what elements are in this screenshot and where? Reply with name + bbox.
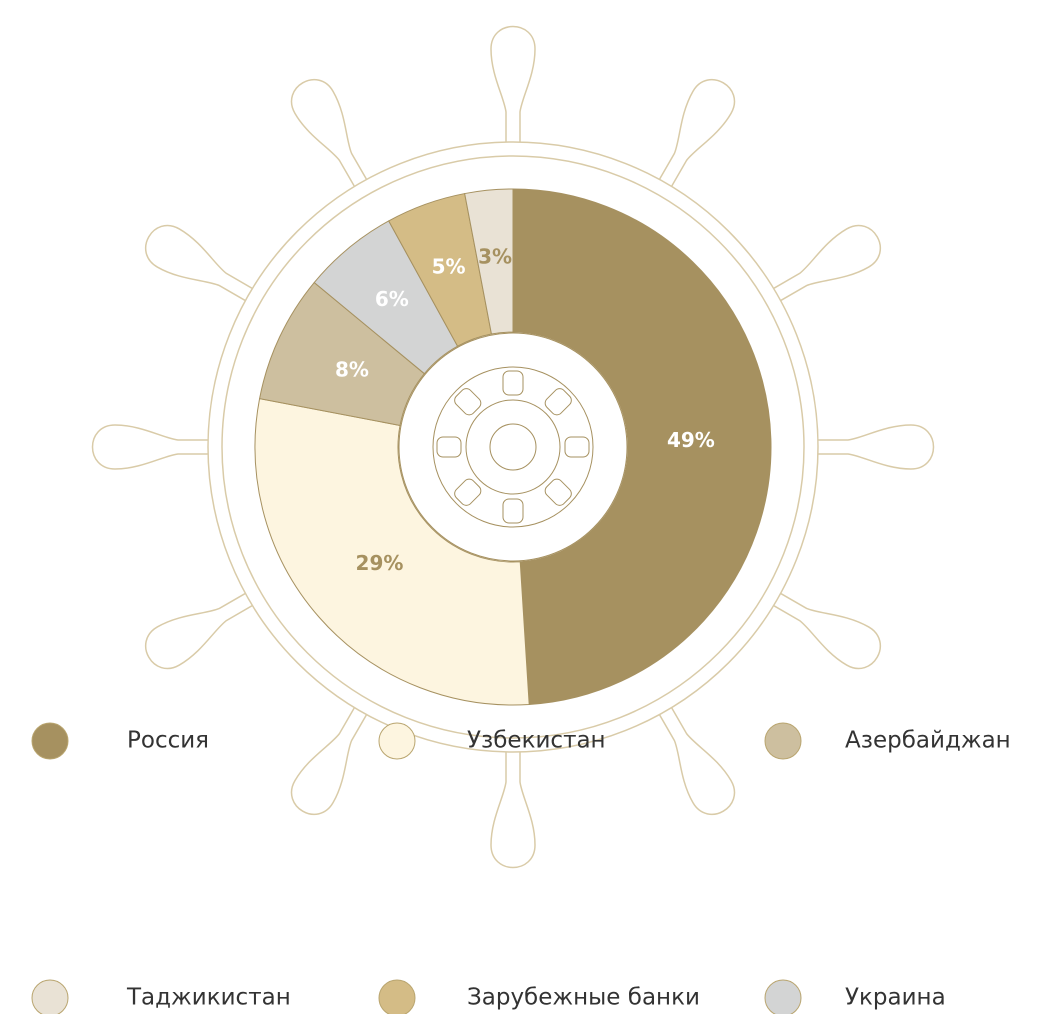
slice-label: 29% [356, 551, 404, 575]
slice-label: 5% [432, 255, 466, 279]
hub-ring [489, 423, 537, 471]
legend-label: Украина [845, 985, 946, 1011]
wheel-handle [145, 589, 258, 670]
slice [464, 188, 514, 335]
hub-knob [564, 436, 590, 458]
hub-knob [544, 388, 572, 416]
wheel-handle [655, 702, 736, 815]
slice-label: 6% [375, 287, 409, 311]
hub-knob [436, 436, 462, 458]
wheel-handle [91, 424, 214, 470]
wheel-handle [490, 25, 536, 148]
legend-label: Зарубежные банки [467, 985, 700, 1011]
wheel-handle [655, 79, 736, 192]
slice-label: 3% [478, 244, 512, 268]
legend-label: Азербайджан [845, 728, 1011, 754]
legend-swatch [378, 722, 416, 760]
wheel-handle [812, 424, 935, 470]
slice [254, 398, 530, 706]
hub-knob [544, 478, 572, 506]
hub-knob [502, 498, 524, 524]
wheel-handle [768, 589, 881, 670]
legend: Россия Узбекистан Азербайджан Украина Зарубе… [31, 722, 1011, 1014]
slice-label: 8% [335, 358, 369, 382]
hub-ring [432, 366, 594, 528]
hub-ring [465, 399, 561, 495]
legend-swatch [31, 722, 69, 760]
wheel-handle [290, 702, 371, 815]
legend-swatch [764, 979, 802, 1014]
wheel-handle [145, 224, 258, 305]
slice-label: 49% [667, 428, 715, 452]
wheel-handle [768, 224, 881, 305]
hub-knob [454, 478, 482, 506]
legend-label: Узбекистан [467, 728, 606, 754]
legend-label: Россия [127, 728, 209, 754]
hub-knob [454, 388, 482, 416]
hub-knob [502, 370, 524, 396]
hub-disc [398, 332, 628, 562]
wheel-handle [290, 79, 371, 192]
wheel-handle [490, 746, 536, 869]
legend-swatch [31, 979, 69, 1014]
legend-swatch [378, 979, 416, 1014]
wheel-hub [398, 332, 628, 562]
legend-swatch [764, 722, 802, 760]
slice [512, 188, 772, 706]
legend-label: Таджикистан [126, 985, 291, 1011]
donut: 49% 29% 8% 6% 5% 3% [254, 188, 772, 706]
